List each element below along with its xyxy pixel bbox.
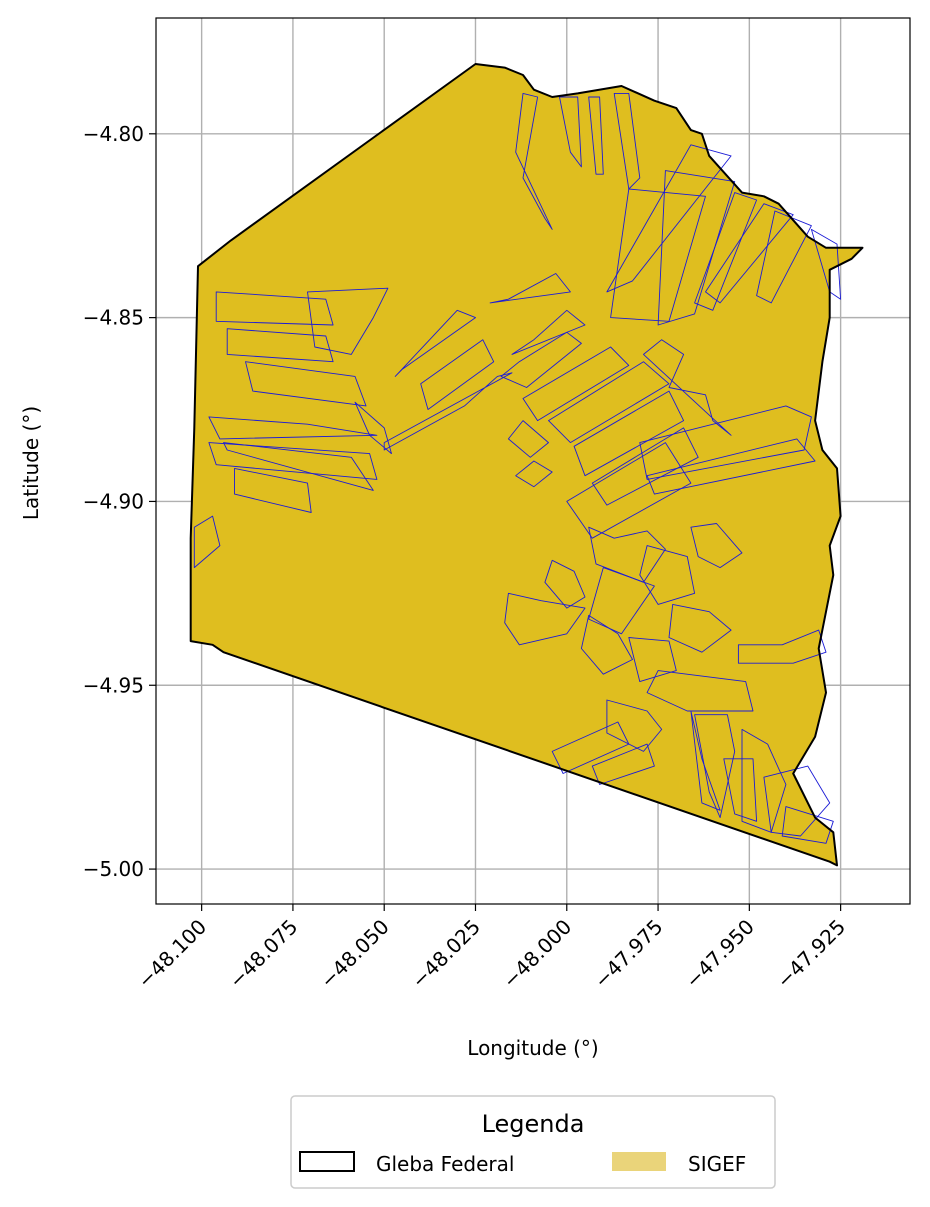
sigef-parcel [215,291,334,326]
legend-title: Legenda [482,1110,585,1138]
y-tick-label: −4.90 [83,489,144,513]
sigef-parcel [223,442,374,491]
sigef-parcel [591,427,699,506]
sigef-parcel [511,309,586,355]
sigef-parcel [515,460,553,488]
sigef-parcel [606,699,663,752]
legend-label-gleba: Gleba Federal [376,1152,514,1176]
x-axis-label: Longitude (°) [467,1036,598,1060]
sigef-parcel [741,728,787,833]
sigef-parcel [639,545,696,605]
sigef-parcel [628,637,677,683]
sigef-parcel [657,170,736,326]
y-tick-label: −4.80 [83,122,144,146]
sigef-parcel [420,339,495,410]
plot-frame [155,17,911,905]
sigef-parcel [551,721,630,774]
sigef-parcel [522,346,630,422]
sigef-parcel [307,287,389,355]
sigef-parcel [646,670,754,712]
sigef-parcel [690,710,721,811]
sigef-parcel [193,515,221,569]
y-tick-label: −4.95 [83,673,144,697]
sigef-parcel [705,203,794,304]
y-tick-label: −5.00 [83,857,144,881]
gleba-federal-boundary [189,63,864,867]
sigef-parcel [756,210,812,304]
sigef-parcel [668,603,732,653]
sigef-parcel [588,526,666,583]
sigef-parcel [489,273,571,304]
sigef-parcel [354,401,392,455]
sigef-parcel [646,438,816,495]
sigef-parcel [781,806,834,844]
sigef-parcel [613,92,641,190]
y-axis-label: Latitude (°) [19,406,43,520]
sigef-parcel [763,765,831,837]
sigef-parcel [245,361,367,407]
y-tick-label: −4.85 [83,306,144,330]
sigef-parcel [694,714,736,819]
legend: Legenda Gleba Federal SIGEF [290,1095,776,1189]
sigef-parcel [606,144,732,293]
sigef-parcel [566,442,692,539]
sigef-parcel [394,309,476,377]
sigef-parcel [588,567,655,635]
sigef-parcel [548,361,670,444]
sigef-parcel [383,372,513,451]
sigef-parcel [690,523,743,569]
legend-patch-gleba [299,1151,355,1172]
sigef-parcel [737,629,827,664]
y-axis-ticks: −4.80 −4.85 −4.90 −4.95 −5.00 [83,122,156,881]
sigef-parcel [544,559,586,609]
sigef-parcel [208,416,378,440]
sigef-parcel [694,192,758,311]
legend-label-sigef: SIGEF [688,1152,746,1176]
sigef-parcel [504,592,586,646]
sigef-parcel [588,96,604,175]
sigef-parcel [208,442,378,480]
legend-patch-sigef [612,1152,666,1171]
sigef-parcel [643,339,732,436]
sigef-parcel [810,228,842,300]
sigef-parcel [507,420,549,458]
sigef-parcel [639,405,812,480]
sigef-parcel [723,758,758,822]
sigef-parcel [573,390,685,477]
sigef-parcel [234,467,312,513]
sigef-parcel [500,331,582,388]
sigef-fill-area [190,64,863,866]
sigef-parcels [193,92,842,844]
sigef-parcel [226,328,334,363]
sigef-parcel [580,614,633,675]
sigef-parcel [559,96,582,168]
sigef-parcel [591,743,655,785]
sigef-parcel [515,92,553,230]
